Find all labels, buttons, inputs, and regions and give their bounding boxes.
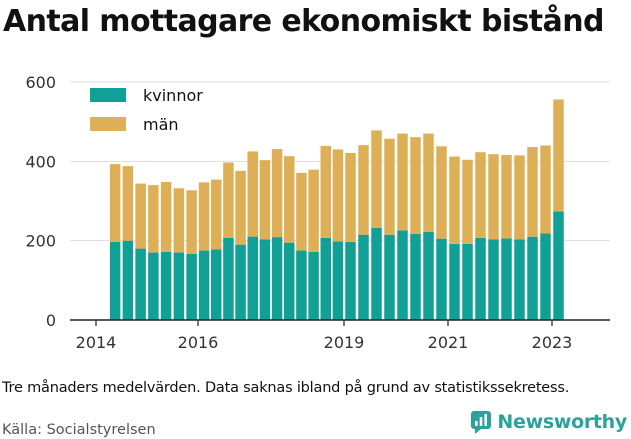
legend-swatch-man: [90, 117, 126, 131]
bar-kvinnor: [198, 250, 210, 320]
bar-man: [148, 185, 159, 253]
bar-kvinnor: [397, 230, 408, 320]
bar-man: [271, 149, 283, 238]
bar-man: [553, 99, 564, 212]
y-tick-label: 0: [46, 311, 56, 330]
brand-name: Newsworthy: [497, 411, 627, 433]
x-tick-label: 2023: [532, 333, 573, 352]
bar-kvinnor: [384, 234, 395, 320]
bar-kvinnor: [475, 237, 486, 320]
bar-man: [436, 146, 447, 239]
bar-kvinnor: [527, 236, 538, 320]
bar-man: [122, 166, 134, 241]
bar-kvinnor: [449, 243, 460, 320]
y-tick-label: 200: [25, 232, 56, 251]
bar-man: [135, 183, 146, 249]
bar-kvinnor: [410, 233, 421, 320]
bar-kvinnor: [332, 241, 344, 320]
bar-kvinnor: [320, 237, 331, 320]
brand[interactable]: Newsworthy: [470, 410, 627, 434]
x-tick-label: 2019: [324, 333, 365, 352]
chart-note: Tre månaders medelvärden. Data saknas ib…: [2, 380, 570, 396]
bar-man: [423, 133, 434, 232]
bar-kvinnor: [211, 249, 222, 320]
bar-kvinnor: [259, 239, 271, 320]
bar-kvinnor: [186, 253, 197, 320]
bar-man: [514, 155, 525, 240]
bar-man: [462, 159, 473, 244]
bar-man: [488, 154, 499, 240]
bar-man: [109, 164, 121, 242]
bar-man: [296, 172, 307, 251]
bar-kvinnor: [345, 241, 356, 320]
bar-kvinnor: [436, 238, 447, 320]
y-axis-ticks: 0 200 400 600: [25, 73, 56, 330]
bar-man: [371, 130, 382, 228]
bar-man: [186, 190, 197, 254]
bar-kvinnor: [371, 227, 382, 320]
y-tick-label: 400: [25, 152, 56, 171]
bar-man: [211, 179, 222, 250]
legend: kvinnor män: [90, 86, 203, 134]
bar-kvinnor: [271, 237, 283, 320]
legend-swatch-kvinnor: [90, 88, 126, 102]
bar-kvinnor: [160, 251, 172, 320]
bar-man: [410, 137, 421, 234]
bar-kvinnor: [135, 248, 146, 320]
bar-kvinnor: [462, 243, 473, 320]
source-credit: Källa: Socialstyrelsen: [2, 422, 156, 438]
bar-man: [173, 188, 185, 253]
newsworthy-logo-icon: [471, 411, 492, 434]
bar-man: [384, 138, 395, 235]
bar-man: [501, 154, 512, 239]
bar-man: [345, 153, 356, 242]
bar-man: [332, 149, 344, 242]
x-axis: 2014 2016 2019 2021 2023: [70, 319, 610, 352]
bar-kvinnor: [358, 234, 369, 320]
bar-kvinnor: [173, 252, 185, 320]
bar-kvinnor: [296, 250, 307, 320]
bar-man: [235, 170, 246, 245]
bar-man: [475, 152, 486, 238]
bar-kvinnor: [308, 251, 319, 320]
legend-label: kvinnor: [143, 86, 203, 105]
x-tick-label: 2021: [428, 333, 469, 352]
x-tick-label: 2014: [76, 333, 117, 352]
bar-kvinnor: [148, 252, 159, 320]
bar-man: [449, 156, 460, 244]
bar-man: [527, 147, 538, 237]
legend-label: män: [143, 115, 179, 134]
bar-man: [160, 181, 172, 252]
bar-man: [284, 156, 295, 243]
bar-man: [247, 151, 258, 237]
bar-man: [259, 160, 271, 240]
bar-kvinnor: [235, 244, 246, 320]
bar-man: [397, 133, 408, 231]
bar-kvinnor: [540, 233, 551, 320]
bar-kvinnor: [501, 238, 512, 320]
bar-man: [540, 145, 551, 234]
y-tick-label: 600: [25, 73, 56, 92]
bar-man: [223, 162, 234, 238]
bar-man: [320, 145, 331, 238]
bar-kvinnor: [488, 239, 499, 320]
bar-kvinnor: [553, 211, 564, 320]
bar-kvinnor: [284, 242, 295, 320]
bar-man: [198, 182, 210, 251]
bar-man: [308, 169, 319, 252]
bars: [109, 99, 564, 320]
bar-kvinnor: [223, 237, 234, 320]
x-tick-label: 2016: [178, 333, 219, 352]
bar-kvinnor: [423, 231, 434, 320]
bar-kvinnor: [247, 236, 258, 320]
bar-man: [358, 145, 369, 235]
bar-kvinnor: [109, 241, 121, 320]
bar-kvinnor: [514, 239, 525, 320]
chart-title: Antal mottagare ekonomiskt bistånd: [3, 4, 604, 39]
bar-kvinnor: [122, 240, 134, 320]
